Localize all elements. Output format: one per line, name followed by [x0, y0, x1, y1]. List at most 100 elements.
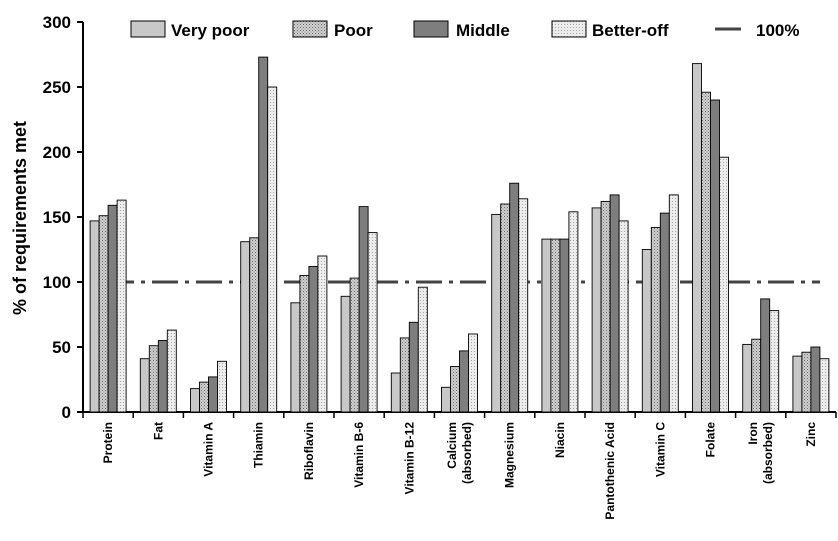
bar-poor-protein	[98, 215, 109, 413]
legend-swatch-poor	[292, 20, 328, 38]
bar-middle-thiamin	[258, 56, 269, 413]
legend-label-very-poor: Very poor	[171, 21, 250, 40]
bar-middle-riboflavin	[308, 265, 319, 413]
bar-very-poor-thiamin	[240, 241, 251, 413]
bar-middle-niacin	[559, 238, 570, 413]
category-label-fat: Fat	[151, 422, 165, 440]
y-tick-label: 50	[52, 338, 71, 357]
bar-middle-folate	[710, 99, 720, 413]
bar-poor-folate	[701, 91, 711, 413]
bar-poor-fat	[148, 345, 159, 413]
bar-very-poor-calcium-absorbed	[441, 386, 451, 413]
category-label-vitamin-a: Vitamin A	[202, 422, 216, 477]
bar-better-off-protein	[116, 199, 127, 413]
bar-very-poor-pantothenic-acid	[591, 207, 602, 413]
bar-middle-pantothenic-acid	[609, 194, 620, 413]
bar-better-off-folate	[719, 156, 729, 413]
bar-very-poor-vitamin-b-12	[390, 372, 401, 413]
category-label-vitamin-c: Vitamin C	[653, 422, 667, 477]
bar-very-poor-folate	[692, 63, 702, 413]
bar-better-off-thiamin	[267, 86, 278, 413]
bar-better-off-iron-absorbed	[769, 310, 780, 413]
bar-better-off-zinc	[819, 358, 830, 413]
category-label-protein: Protein	[101, 422, 115, 463]
category-label-folate: Folate	[704, 422, 718, 458]
legend-label-better-off: Better-off	[592, 21, 669, 40]
bar-middle-fat	[157, 340, 168, 413]
category-label-thiamin: Thiamin	[252, 422, 266, 468]
category-label-iron-absorbed: Iron	[746, 422, 760, 445]
bar-poor-pantothenic-acid	[600, 200, 611, 413]
bar-middle-iron-absorbed	[760, 298, 771, 413]
bar-poor-calcium-absorbed	[450, 366, 460, 413]
bar-poor-vitamin-b-12	[399, 337, 410, 413]
bar-very-poor-vitamin-a	[190, 388, 200, 413]
y-tick-label: 150	[43, 208, 71, 227]
bar-very-poor-riboflavin	[290, 302, 301, 413]
bar-better-off-vitamin-b-6	[367, 232, 378, 413]
legend-swatch-very-poor	[130, 20, 166, 38]
y-tick-label: 250	[43, 78, 71, 97]
bar-middle-protein	[107, 204, 118, 413]
category-label-vitamin-b-12: Vitamin B-12	[402, 422, 416, 495]
category-label-riboflavin: Riboflavin	[302, 422, 316, 480]
category-label-iron-absorbed: (absorbed)	[761, 422, 775, 484]
y-axis-label: % of requirements met	[10, 121, 30, 315]
bar-very-poor-vitamin-c	[641, 249, 652, 413]
bar-very-poor-iron-absorbed	[742, 343, 753, 413]
bar-better-off-vitamin-a	[217, 360, 227, 413]
y-tick-label: 100	[43, 273, 71, 292]
bar-very-poor-protein	[89, 220, 100, 413]
bar-very-poor-vitamin-b-6	[340, 295, 351, 413]
y-tick-label: 0	[62, 403, 71, 422]
bar-middle-vitamin-b-6	[358, 206, 369, 413]
bar-poor-riboflavin	[299, 275, 310, 413]
legend-label-poor: Poor	[334, 21, 373, 40]
bar-poor-magnesium	[500, 203, 511, 413]
category-label-calcium-absorbed: Calcium	[445, 422, 459, 469]
bar-better-off-calcium-absorbed	[468, 333, 478, 413]
category-label-zinc: Zinc	[804, 422, 818, 447]
y-tick-label: 200	[43, 143, 71, 162]
bar-better-off-fat	[166, 329, 177, 413]
bar-middle-vitamin-c	[659, 212, 670, 413]
legend-label-100-percent: 100%	[756, 21, 799, 40]
bar-very-poor-zinc	[792, 355, 803, 413]
legend-swatch-middle	[413, 20, 449, 38]
legend-swatch-better-off	[551, 20, 587, 38]
category-label-vitamin-b-6: Vitamin B-6	[352, 422, 366, 488]
legend-label-middle: Middle	[456, 21, 510, 40]
bar-poor-iron-absorbed	[751, 338, 762, 413]
bar-poor-vitamin-b-6	[349, 277, 360, 413]
bar-very-poor-fat	[139, 358, 150, 413]
y-ticks: 0 50 100 150 200 250 300	[43, 13, 83, 422]
category-label-pantothenic-acid: Pantothenic Acid	[603, 422, 617, 520]
bar-better-off-magnesium	[518, 198, 529, 413]
bar-middle-zinc	[810, 346, 821, 413]
bar-middle-vitamin-b-12	[408, 321, 419, 413]
bar-better-off-vitamin-c	[668, 194, 679, 413]
bar-middle-magnesium	[509, 182, 520, 413]
bar-very-poor-magnesium	[491, 213, 502, 413]
category-label-calcium-absorbed: (absorbed)	[460, 422, 474, 484]
bars	[89, 56, 830, 413]
category-label-magnesium: Magnesium	[503, 422, 517, 488]
bar-middle-calcium-absorbed	[459, 350, 469, 413]
bar-better-off-niacin	[568, 211, 579, 413]
bar-poor-niacin	[550, 238, 561, 413]
bar-very-poor-niacin	[541, 238, 552, 413]
category-labels: Protein Fat Vitamin A Thiamin Riboflavin Vita…	[101, 422, 818, 520]
bar-better-off-pantothenic-acid	[618, 220, 629, 413]
x-ticks	[82, 412, 837, 418]
bar-middle-vitamin-a	[208, 376, 218, 413]
category-label-niacin: Niacin	[553, 422, 567, 458]
bar-poor-vitamin-c	[650, 226, 661, 413]
bar-poor-zinc	[801, 351, 812, 413]
legend: Very poor Poor Middle Better-off 100%	[130, 20, 799, 40]
y-tick-label: 300	[43, 13, 71, 32]
bar-better-off-vitamin-b-12	[417, 286, 428, 413]
bar-poor-vitamin-a	[199, 381, 209, 413]
bar-poor-thiamin	[249, 237, 260, 413]
bar-better-off-riboflavin	[317, 255, 328, 413]
